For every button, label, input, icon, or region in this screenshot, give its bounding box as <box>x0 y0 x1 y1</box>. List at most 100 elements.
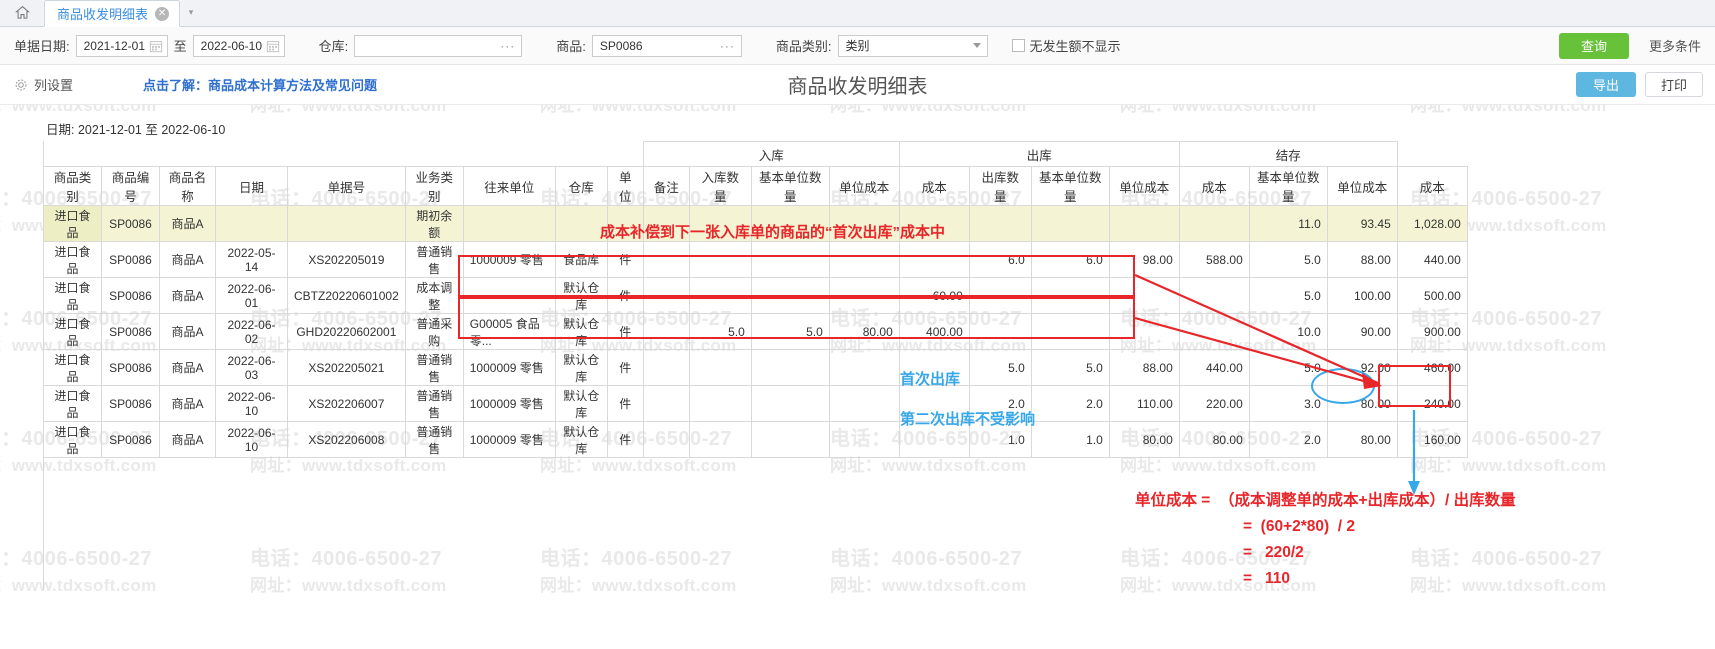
hide-zero-checkbox[interactable]: 无发生额不显示 <box>1011 36 1121 55</box>
export-button[interactable]: 导出 <box>1575 72 1636 97</box>
column-header-13[interactable]: 成本 <box>898 166 970 206</box>
cell-r3-c7: 默认仓库 <box>554 313 608 350</box>
warehouse-input[interactable]: ··· <box>354 34 523 57</box>
cell-r4-c8: 件 <box>606 349 644 386</box>
column-header-10[interactable]: 入库数量 <box>688 166 752 206</box>
cost-method-tip-link[interactable]: 点击了解：商品成本计算方法及常见问题 <box>143 78 378 93</box>
column-header-19[interactable]: 单位成本 <box>1326 166 1398 206</box>
table-row[interactable]: 进口食品 SP0086 商品A 2022-06-01 CBTZ20220601002 成本… <box>43 277 1468 314</box>
cell-r0-c2: 商品A <box>159 205 216 242</box>
checkbox-icon[interactable] <box>1011 39 1025 52</box>
column-header-5[interactable]: 业务类别 <box>404 166 464 206</box>
column-header-14[interactable]: 出库数量 <box>968 166 1032 206</box>
cell-empty <box>899 457 970 494</box>
cell-r6-c14: 1.0 <box>968 421 1032 458</box>
column-header-16[interactable]: 单位成本 <box>1108 166 1180 206</box>
column-header-18[interactable]: 基本单位数量 <box>1248 166 1328 206</box>
cell-r5-c18: 3.0 <box>1248 385 1328 422</box>
warehouse-picker-icon[interactable]: ··· <box>500 38 516 53</box>
cell-r1-c1: SP0086 <box>101 241 160 278</box>
table-row[interactable]: 进口食品 SP0086 商品A 2022-05-14 XS202205019 普通销售 10… <box>43 241 1468 278</box>
date-from-value: 2021-12-01 <box>83 38 146 53</box>
column-header-1[interactable]: 商品编号 <box>101 166 160 206</box>
cell-r1-c16: 98.00 <box>1108 241 1180 278</box>
home-icon <box>14 5 30 19</box>
cell-empty <box>1327 457 1398 494</box>
column-header-20[interactable]: 成本 <box>1396 166 1468 206</box>
date-to-input[interactable]: 2022-06-10 <box>192 34 285 57</box>
cell-r0-c6 <box>462 205 556 242</box>
table-row[interactable]: 进口食品 SP0086 商品A 期初余额 11.0 93.45 1,028.00 <box>43 205 1468 242</box>
column-header-9[interactable]: 备注 <box>642 166 690 206</box>
column-setting-button[interactable]: 列设置 <box>14 75 73 94</box>
column-header-3[interactable]: 日期 <box>215 166 288 206</box>
column-header-4[interactable]: 单据号 <box>287 166 406 206</box>
home-button[interactable] <box>0 0 44 26</box>
cell-r3-c18: 10.0 <box>1248 313 1328 350</box>
table-row[interactable]: 进口食品 SP0086 商品A 2022-06-10 XS202206007 普通销售 10… <box>43 385 1468 422</box>
column-header-8[interactable]: 单位 <box>606 166 644 206</box>
cell-r6-c2: 商品A <box>159 421 216 458</box>
chevron-down-icon[interactable]: ▾ <box>188 7 194 17</box>
cell-r3-c4: GHD20220602001 <box>287 313 406 350</box>
cell-r0-c15 <box>1030 205 1110 242</box>
column-header-7[interactable]: 仓库 <box>554 166 608 206</box>
cell-empty <box>101 457 160 494</box>
group-header-blank <box>44 142 644 167</box>
goods-input[interactable]: SP0086 ··· <box>591 34 742 57</box>
column-header-12[interactable]: 单位成本 <box>828 166 900 206</box>
query-button[interactable]: 查询 <box>1558 32 1629 59</box>
cell-r2-c0: 进口食品 <box>43 277 102 314</box>
cell-empty <box>405 457 464 494</box>
table-row[interactable]: 进口食品 SP0086 商品A 2022-06-02 GHD20220602001 普通采… <box>43 313 1468 350</box>
cell-r5-c5: 普通销售 <box>404 385 464 422</box>
chevron-down-icon[interactable] <box>972 43 981 48</box>
action-bar: 列设置 点击了解：商品成本计算方法及常见问题 商品收发明细表 导出 打印 <box>0 65 1715 105</box>
column-header-6[interactable]: 往来单位 <box>462 166 556 206</box>
category-value: 类别 <box>845 39 870 53</box>
cell-r4-c1: SP0086 <box>101 349 160 386</box>
cell-r6-c11 <box>750 421 830 458</box>
cell-r4-c19: 92.00 <box>1326 349 1398 386</box>
column-header-15[interactable]: 基本单位数量 <box>1030 166 1110 206</box>
goods-picker-icon[interactable]: ··· <box>719 38 735 53</box>
cell-r4-c2: 商品A <box>159 349 216 386</box>
cell-r5-c7: 默认仓库 <box>554 385 608 422</box>
cell-r4-c18: 5.0 <box>1248 349 1328 386</box>
cell-r1-c5: 普通销售 <box>404 241 464 278</box>
category-select[interactable]: 类别 <box>837 34 988 57</box>
cell-r1-c18: 5.0 <box>1248 241 1328 278</box>
cell-empty <box>159 457 216 494</box>
cell-r3-c11: 5.0 <box>750 313 830 350</box>
cell-r5-c10 <box>688 385 752 422</box>
column-header-2[interactable]: 商品名称 <box>159 166 216 206</box>
cell-empty <box>1179 457 1250 494</box>
table-row[interactable]: 进口食品 SP0086 商品A 2022-06-03 XS202205021 普通销售 10… <box>43 349 1468 386</box>
cell-r6-c15: 1.0 <box>1030 421 1110 458</box>
column-header-17[interactable]: 成本 <box>1178 166 1250 206</box>
close-icon[interactable]: ✕ <box>155 6 170 21</box>
cell-r4-c17: 440.00 <box>1178 349 1250 386</box>
calendar-icon[interactable] <box>149 39 163 53</box>
column-header-11[interactable]: 基本单位数量 <box>750 166 830 206</box>
table-row[interactable]: 进口食品 SP0086 商品A 2022-06-10 XS202206008 普通销售 10… <box>43 421 1468 458</box>
cell-empty <box>689 457 752 494</box>
more-conditions-button[interactable]: 更多条件 <box>1648 39 1701 54</box>
table-column-header-row: 商品类别 商品编号 商品名称 日期 单据号 业务类别 往来单位 仓库 单位 备注 入库数量 基本单位数… <box>43 166 1468 206</box>
cell-r3-c3: 2022-06-02 <box>215 313 288 350</box>
calendar-icon[interactable] <box>266 39 280 53</box>
warehouse-label: 仓库: <box>318 39 349 54</box>
cell-r4-c13 <box>898 349 970 386</box>
print-button[interactable]: 打印 <box>1644 72 1703 97</box>
column-header-0[interactable]: 商品类别 <box>43 166 102 206</box>
tab-goods-receipt-detail[interactable]: 商品收发明细表 ✕ <box>44 0 181 27</box>
cell-r1-c10 <box>688 241 752 278</box>
report-grid-wrap: 入库 出库 结存 商品类别 商品编号 商品名称 日期 单据号 业务类别 往来单位 仓库 单位 备注 入库… <box>43 141 1468 494</box>
table-head: 入库 出库 结存 商品类别 商品编号 商品名称 日期 单据号 业务类别 往来单位 仓库 单位 备注 入库… <box>43 141 1468 206</box>
date-from-input[interactable]: 2021-12-01 <box>75 34 168 57</box>
filter-bar: 单据日期: 2021-12-01 至 2022-06-10 仓库: ··· 商品… <box>0 27 1715 65</box>
